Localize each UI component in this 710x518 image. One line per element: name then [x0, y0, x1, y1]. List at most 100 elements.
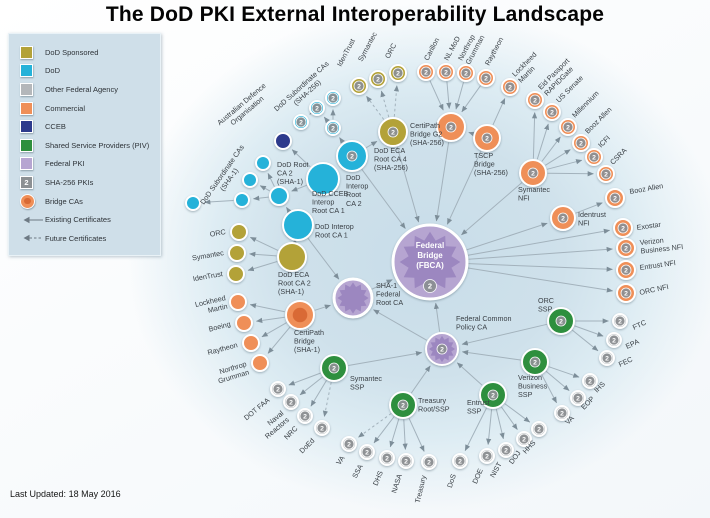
sha256-badge-text: 2 — [424, 69, 428, 76]
sha256-badge — [572, 392, 584, 404]
label-idt2: IdenTrust — [335, 37, 357, 68]
sha256-badge — [620, 287, 632, 299]
edge — [323, 116, 330, 124]
label-csra: CSRA — [608, 146, 629, 167]
label-doe: DOE — [470, 467, 485, 485]
label-ng2: NorthropGrumman — [456, 30, 487, 66]
node-idtL — [227, 265, 245, 283]
node-eca2 — [277, 242, 307, 272]
label-entnfi: Entrust NFI — [639, 258, 676, 272]
node-vznfi: 2 — [616, 238, 636, 258]
sha256-badge-text: 2 — [365, 449, 369, 456]
edge — [267, 326, 291, 354]
edge — [429, 80, 444, 111]
legend-label: Shared Service Providers (PIV) — [45, 140, 150, 150]
legend-label: DoD Sponsored — [45, 47, 99, 57]
edge — [365, 95, 385, 120]
sha256-badge — [588, 151, 600, 163]
label-va1: VA — [334, 454, 347, 467]
edge — [259, 185, 271, 192]
node-rootca2 — [269, 186, 289, 206]
sha256-badge-text: 2 — [559, 318, 563, 325]
node-symnfi: 2 — [519, 159, 547, 187]
node-ccebint — [306, 162, 340, 196]
label-fcp: Federal Common Policy CA — [456, 314, 512, 332]
legend-label: CCEB — [45, 122, 66, 132]
node-s1c — [234, 192, 250, 208]
sha256-badge — [353, 80, 365, 92]
sha256-badge-text: 2 — [491, 392, 495, 399]
legend-item: Other Federal Agency — [20, 80, 154, 99]
sha256-badge-text: 2 — [508, 84, 512, 91]
edge — [500, 406, 518, 430]
node-orcL — [230, 223, 248, 241]
sha256-badge — [346, 150, 358, 162]
node-tscp: 2 — [473, 124, 501, 152]
sha256-badge-text: 2 — [440, 346, 444, 353]
label-ftc: FTC — [631, 318, 647, 332]
sha256-badge-text: 2 — [533, 359, 537, 366]
node-title: Federal — [416, 241, 444, 250]
sha256-badge-text: 2 — [276, 386, 280, 393]
sha256-badge — [361, 446, 373, 458]
edge — [358, 413, 392, 438]
edges — [204, 80, 614, 452]
sha256-badge — [487, 389, 499, 401]
sha256-badge-text: 2 — [592, 154, 596, 161]
sha256-badge-text: 2 — [624, 267, 628, 274]
edge — [393, 85, 400, 117]
sha256-badge — [584, 375, 596, 387]
sha256-badge — [527, 167, 539, 179]
edge — [541, 136, 561, 162]
node-nrc: 2 — [297, 408, 313, 424]
node-s256d: 2 — [325, 120, 341, 136]
edge — [410, 365, 431, 394]
sha256-badge — [575, 137, 587, 149]
legend-item: 2 SHA-256 PKIs — [20, 173, 154, 192]
label-dhs: DHS — [371, 469, 385, 487]
label-orcnfi: ORC NFI — [639, 282, 670, 297]
sha256-badge-text: 2 — [350, 153, 354, 160]
node-ng2: 2 — [457, 64, 475, 82]
edge — [408, 417, 425, 452]
arrow-solid-icon — [20, 215, 45, 225]
edge — [247, 261, 278, 272]
node-s256b: 2 — [309, 100, 325, 116]
edge — [492, 98, 506, 126]
edge — [495, 408, 505, 440]
legend-item: Federal PKI — [20, 155, 154, 174]
page-title: The DoD PKI External Interoperability La… — [105, 3, 605, 26]
edge — [373, 416, 395, 444]
node-entnfi: 2 — [616, 260, 636, 280]
sha256-badge-text: 2 — [566, 124, 570, 131]
legend-item: Shared Service Providers (PIV) — [20, 136, 154, 155]
sha256-badge-text: 2 — [449, 124, 453, 131]
label-orc2: ORC — [383, 42, 398, 60]
sha256-badge — [529, 356, 541, 368]
sha256-badge — [272, 383, 284, 395]
node-boozallen1: 2 — [605, 188, 625, 208]
sha256-badge-text: 2 — [618, 318, 622, 325]
sha256-badge — [600, 168, 612, 180]
label-idtL: IdenTrust — [192, 269, 223, 283]
node-lmL — [229, 293, 247, 311]
edge — [249, 251, 277, 257]
node-millennium: 2 — [559, 118, 577, 136]
legend-item: CCEB — [20, 117, 154, 136]
edge — [548, 366, 580, 378]
node-ussenate: 2 — [543, 103, 561, 121]
edge — [371, 279, 393, 290]
edge — [396, 146, 420, 223]
edge — [380, 90, 390, 118]
sha256-badge — [454, 455, 466, 467]
node-doj: 2 — [516, 431, 532, 447]
sha256-badge — [381, 452, 393, 464]
sha256-badge-text: 2 — [428, 281, 432, 290]
legend-label: DoD — [45, 66, 61, 76]
sha256-badge-text: 2 — [579, 140, 583, 147]
edge — [322, 382, 332, 418]
sha256-badge-text: 2 — [504, 447, 508, 454]
sha256-badge — [387, 126, 399, 138]
